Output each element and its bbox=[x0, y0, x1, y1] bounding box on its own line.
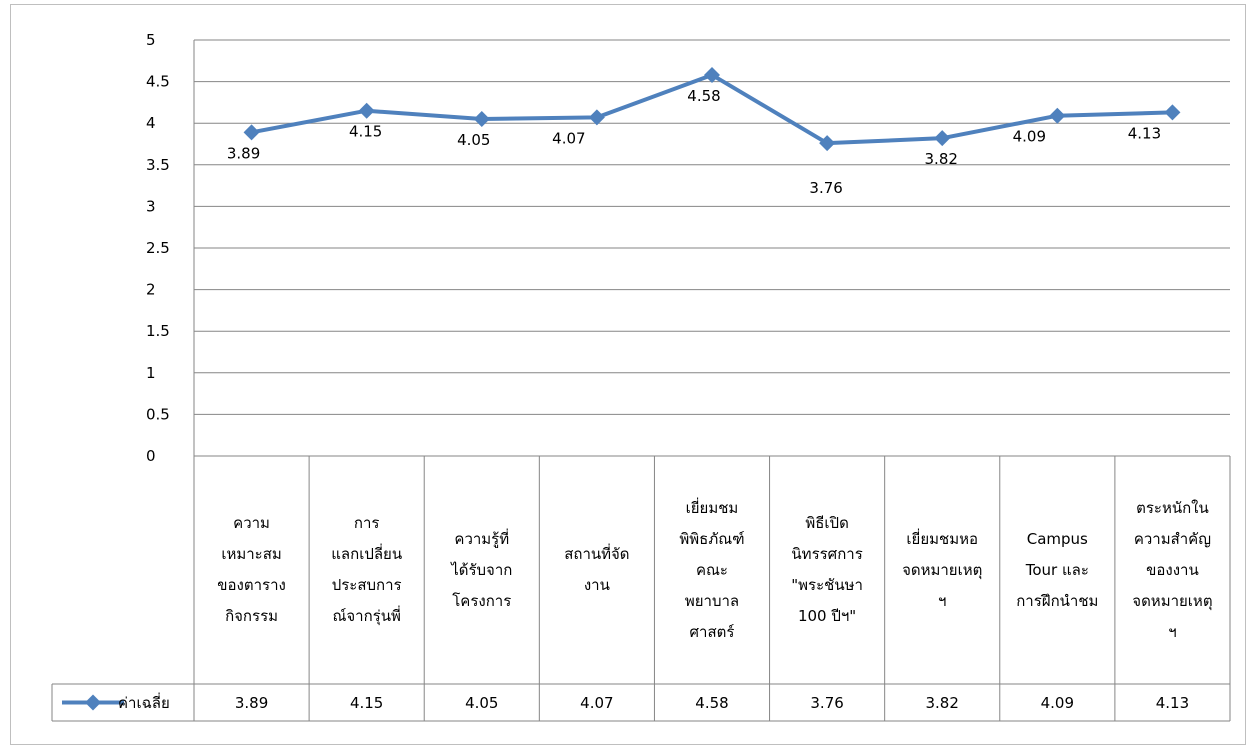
legend-key bbox=[62, 694, 124, 711]
x-category-label-line: ฯ bbox=[937, 591, 947, 610]
data-point-marker bbox=[1164, 104, 1181, 121]
x-category-label-line: ฯ bbox=[1168, 622, 1177, 641]
y-tick-label: 3 bbox=[146, 197, 156, 215]
x-category-label-line: "พระชันษา bbox=[791, 576, 863, 594]
data-label: 4.58 bbox=[687, 87, 720, 105]
x-category-label: ความรู้ที่ได้รับจากโครงการ bbox=[424, 456, 539, 684]
data-table-cell: 4.13 bbox=[1155, 693, 1190, 712]
data-label: 4.09 bbox=[1013, 128, 1046, 146]
x-category-label-line: คณะ bbox=[695, 560, 728, 579]
data-labels: 3.89 4.15 4.05 4.07 4.58 3.76 3.82 4.09 4.13 bbox=[227, 87, 1161, 197]
chart-frame bbox=[10, 4, 1246, 745]
data-table-cell: 4.15 bbox=[349, 693, 384, 712]
x-category-label: ตระหนักในความสำคัญของงานจดหมายเหตุฯ bbox=[1115, 456, 1230, 684]
y-tick-label: 5 bbox=[146, 31, 156, 49]
x-category-label-line: ตระหนักใน bbox=[1136, 498, 1209, 517]
x-category-label: การแลกเปลี่ยนประสบการณ์จากรุ่นพี่ bbox=[309, 456, 424, 684]
data-point-marker bbox=[358, 102, 375, 119]
data-point-marker bbox=[1049, 107, 1066, 124]
x-category-label-line: เยี่ยมชม bbox=[685, 498, 739, 517]
data-label: 4.07 bbox=[552, 129, 585, 147]
x-category-label-line: กิจกรรม bbox=[225, 607, 279, 625]
data-point-marker bbox=[934, 130, 951, 147]
x-category-label-line: การฝึกนำชม bbox=[1016, 591, 1099, 610]
data-label: 4.05 bbox=[457, 131, 490, 149]
x-category-label-line: การ bbox=[353, 514, 380, 532]
data-table-cell: 3.76 bbox=[810, 693, 844, 712]
data-table-cell: 4.07 bbox=[580, 693, 614, 712]
y-tick-label: 1.5 bbox=[146, 322, 170, 340]
data-table-lines bbox=[51, 456, 1231, 722]
data-point-marker bbox=[473, 111, 490, 128]
x-category-label-line: Tour และ bbox=[1025, 560, 1089, 579]
x-category-label-line: 100 ปีฯ" bbox=[797, 607, 857, 625]
y-tick-label: 3.5 bbox=[146, 156, 170, 174]
x-category-label-line: ณ์จากรุ่นพี่ bbox=[332, 607, 401, 625]
x-category-label-line: ของงาน bbox=[1146, 560, 1199, 579]
x-category-label-line: พิธีเปิด bbox=[805, 514, 849, 532]
y-tick-label: 2 bbox=[146, 281, 156, 299]
x-category-label-line: ความสำคัญ bbox=[1133, 529, 1211, 548]
legend-series-label: ค่าเฉลี่ย bbox=[118, 693, 170, 712]
x-category-label-line: จดหมายเหตุ bbox=[1132, 591, 1213, 610]
y-tick-label: 2.5 bbox=[146, 239, 170, 257]
data-label: 3.89 bbox=[227, 144, 260, 162]
x-category-label: Campus Tour และการฝึกนำชม bbox=[1000, 456, 1115, 684]
y-tick-label: 1 bbox=[146, 364, 156, 382]
x-category-label-line: ของตาราง bbox=[217, 576, 286, 594]
data-table-cell: 3.89 bbox=[234, 693, 269, 712]
x-category-label-line: โครงการ bbox=[452, 591, 512, 610]
x-category-label-line: ความรู้ที่ bbox=[454, 529, 510, 548]
data-label: 4.15 bbox=[349, 123, 382, 141]
x-category-label-line: ได้รับจาก bbox=[451, 560, 513, 579]
x-category-label: เยี่ยมชมพิพิธภัณฑ์คณะพยาบาลศาสตร์ bbox=[654, 456, 769, 684]
x-category-label: เยี่ยมชมหอจดหมายเหตุฯ bbox=[885, 456, 1000, 684]
x-category-label-line: พยาบาล bbox=[684, 591, 740, 610]
x-category-label-line: ประสบการ bbox=[331, 576, 402, 594]
x-category-label-line: สถานที่จัด bbox=[564, 545, 630, 563]
data-point-marker bbox=[588, 109, 605, 126]
x-category-label-line: เหมาะสม bbox=[221, 545, 282, 563]
y-tick-label: 4.5 bbox=[146, 73, 170, 91]
legend-marker bbox=[85, 694, 101, 711]
x-category-label-line: แลกเปลี่ยน bbox=[331, 545, 403, 563]
data-point-marker bbox=[704, 66, 720, 83]
data-table-cell: 4.58 bbox=[695, 693, 729, 712]
data-point-marker bbox=[243, 124, 260, 141]
data-label: 4.13 bbox=[1128, 124, 1161, 142]
y-tick-label: 0 bbox=[146, 447, 156, 465]
y-axis-ticks: 0 0.5 1 1.5 2 2.5 3 3.5 4 4.5 5 bbox=[146, 31, 170, 465]
data-label: 3.76 bbox=[809, 179, 842, 197]
x-category-label-line: งาน bbox=[583, 576, 610, 594]
x-category-label-line: นิทรรศการ bbox=[791, 545, 863, 563]
x-category-label-line: ความ bbox=[233, 514, 270, 532]
data-point-marker bbox=[819, 135, 836, 152]
x-category-label: พิธีเปิดนิทรรศการ "พระชันษา 100 ปีฯ" bbox=[770, 456, 885, 684]
x-category-label: สถานที่จัดงาน bbox=[539, 456, 654, 684]
data-table-cell: 3.82 bbox=[925, 693, 959, 712]
y-tick-label: 4 bbox=[146, 114, 156, 132]
x-category-label-line: พิพิธภัณฑ์ bbox=[679, 529, 745, 548]
series-line bbox=[243, 66, 1181, 152]
x-category-label-line: เยี่ยมชมหอ bbox=[906, 529, 978, 548]
data-table-cell: 4.05 bbox=[465, 693, 499, 712]
x-category-label-line: จดหมายเหตุ bbox=[902, 560, 983, 579]
y-tick-label: 0.5 bbox=[146, 405, 170, 423]
data-table-cell: 4.09 bbox=[1040, 693, 1075, 712]
data-label: 3.82 bbox=[925, 150, 958, 168]
x-category-label: ความเหมาะสมของตารางกิจกรรม bbox=[194, 456, 309, 684]
x-category-label-line: Campus bbox=[1026, 529, 1088, 548]
x-category-label-line: ศาสตร์ bbox=[689, 622, 735, 641]
